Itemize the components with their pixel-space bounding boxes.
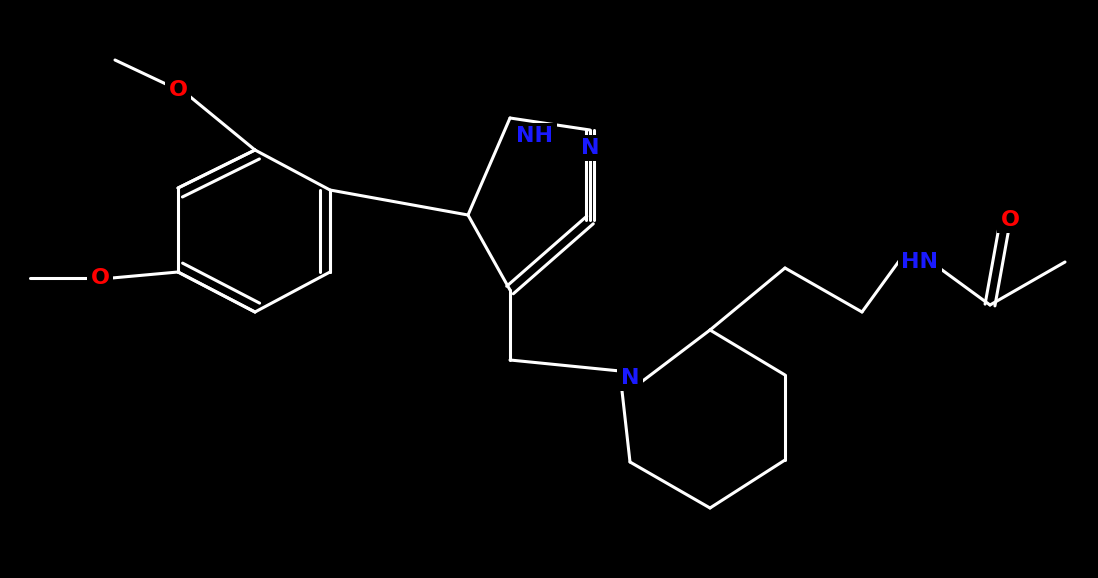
Text: O: O	[168, 80, 188, 100]
Text: HN: HN	[901, 252, 939, 272]
Text: N: N	[581, 138, 600, 158]
Text: N: N	[620, 368, 639, 388]
Text: NH: NH	[516, 126, 553, 146]
Text: O: O	[1000, 210, 1020, 230]
Text: O: O	[90, 268, 110, 288]
